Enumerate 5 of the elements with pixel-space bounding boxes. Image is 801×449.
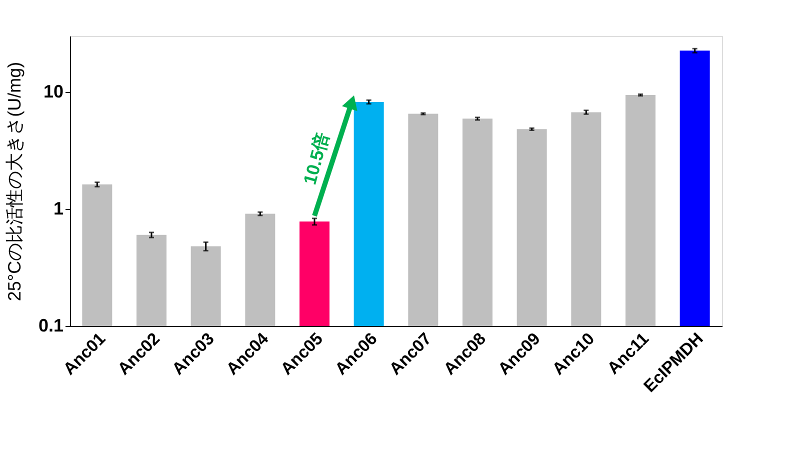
y-tick-label: 1: [53, 198, 64, 218]
annotation: 10.5倍: [300, 130, 333, 187]
y-axis-title: 25°Cの比活性の大きさ(U/mg): [4, 62, 24, 302]
y-tick-label: 0.1: [38, 316, 64, 336]
y-tick-label: 10: [43, 81, 64, 102]
